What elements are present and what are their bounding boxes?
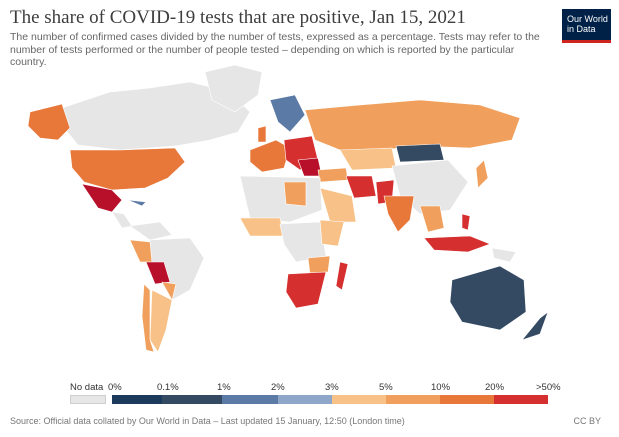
map-region-west-africa[interactable]: [239, 217, 285, 237]
map-region-madagascar[interactable]: [335, 261, 349, 291]
legend-label-3: 2%: [271, 382, 285, 393]
license-link[interactable]: CC BY: [573, 416, 601, 426]
legend-label-4: 3%: [325, 382, 339, 393]
map-region-indonesia[interactable]: [423, 235, 491, 253]
legend-no-data-swatch: [70, 395, 106, 404]
map-region-turkey[interactable]: [317, 167, 349, 183]
map-region-colombia-venezuela[interactable]: [129, 221, 173, 241]
map-region-peru[interactable]: [129, 239, 153, 263]
map-region-east-africa[interactable]: [307, 255, 331, 275]
legend-bin-5: [386, 395, 440, 404]
legend-label-5: 5%: [379, 382, 393, 393]
map-region-greenland[interactable]: [204, 64, 263, 113]
map-region-alaska[interactable]: [27, 103, 71, 141]
map-region-central-africa[interactable]: [279, 221, 327, 263]
legend-label-8: >50%: [536, 382, 561, 393]
legend-label-7: 20%: [485, 382, 505, 393]
map-region-bolivia[interactable]: [145, 261, 171, 285]
legend-bin-1: [162, 395, 222, 404]
map-region-iran[interactable]: [345, 175, 377, 199]
map-region-chile[interactable]: [141, 283, 155, 353]
legend-label-0: 0%: [108, 382, 122, 393]
map-region-saudi-arabia[interactable]: [319, 187, 357, 223]
map-region-central-america[interactable]: [111, 211, 133, 229]
map-region-usa[interactable]: [69, 147, 186, 191]
legend-bin-7: [494, 395, 548, 404]
legend-bin-3: [278, 395, 332, 404]
map-region-kazakhstan[interactable]: [339, 147, 397, 171]
map-region-new-guinea[interactable]: [491, 247, 517, 263]
map-region-australia[interactable]: [449, 265, 527, 331]
map-region-north-africa[interactable]: [239, 175, 323, 223]
legend-bin-0: [112, 395, 162, 404]
map-region-western-europe[interactable]: [249, 139, 291, 173]
legend-label-1: 0.1%: [157, 382, 179, 393]
legend-bin-4: [332, 395, 386, 404]
map-region-scandinavia[interactable]: [269, 94, 306, 133]
map-region-russia[interactable]: [304, 99, 521, 151]
source-note[interactable]: Source: Official data collated by Our Wo…: [10, 416, 405, 426]
logo-line-1: Our World: [567, 14, 608, 24]
chart-title: The share of COVID-19 tests that are pos…: [10, 7, 466, 28]
map-region-philippines[interactable]: [461, 213, 471, 231]
owid-logo[interactable]: Our World in Data: [562, 9, 611, 43]
map-region-new-zealand[interactable]: [521, 311, 549, 341]
map-region-india[interactable]: [383, 195, 415, 233]
map-region-mongolia[interactable]: [395, 143, 445, 163]
map-region-southeast-asia[interactable]: [419, 205, 445, 233]
map-region-libya[interactable]: [283, 181, 307, 207]
legend-bin-2: [222, 395, 278, 404]
map-region-ethiopia[interactable]: [319, 219, 345, 247]
chart-subtitle: The number of confirmed cases divided by…: [10, 31, 540, 68]
map-region-southern-africa[interactable]: [285, 271, 327, 309]
legend-bin-6: [440, 395, 494, 404]
map-region-cuba[interactable]: [127, 199, 147, 207]
logo-accent-bar: [562, 40, 611, 43]
map-region-japan[interactable]: [475, 159, 489, 189]
legend-no-data-label: No data: [70, 382, 104, 393]
map-region-paraguay[interactable]: [161, 281, 177, 301]
map-region-argentina[interactable]: [149, 289, 173, 353]
logo-line-2: in Data: [567, 24, 596, 34]
legend-label-6: 10%: [431, 382, 451, 393]
legend-label-2: 1%: [217, 382, 231, 393]
map-region-canada[interactable]: [61, 81, 251, 151]
map-region-uk[interactable]: [257, 125, 267, 143]
